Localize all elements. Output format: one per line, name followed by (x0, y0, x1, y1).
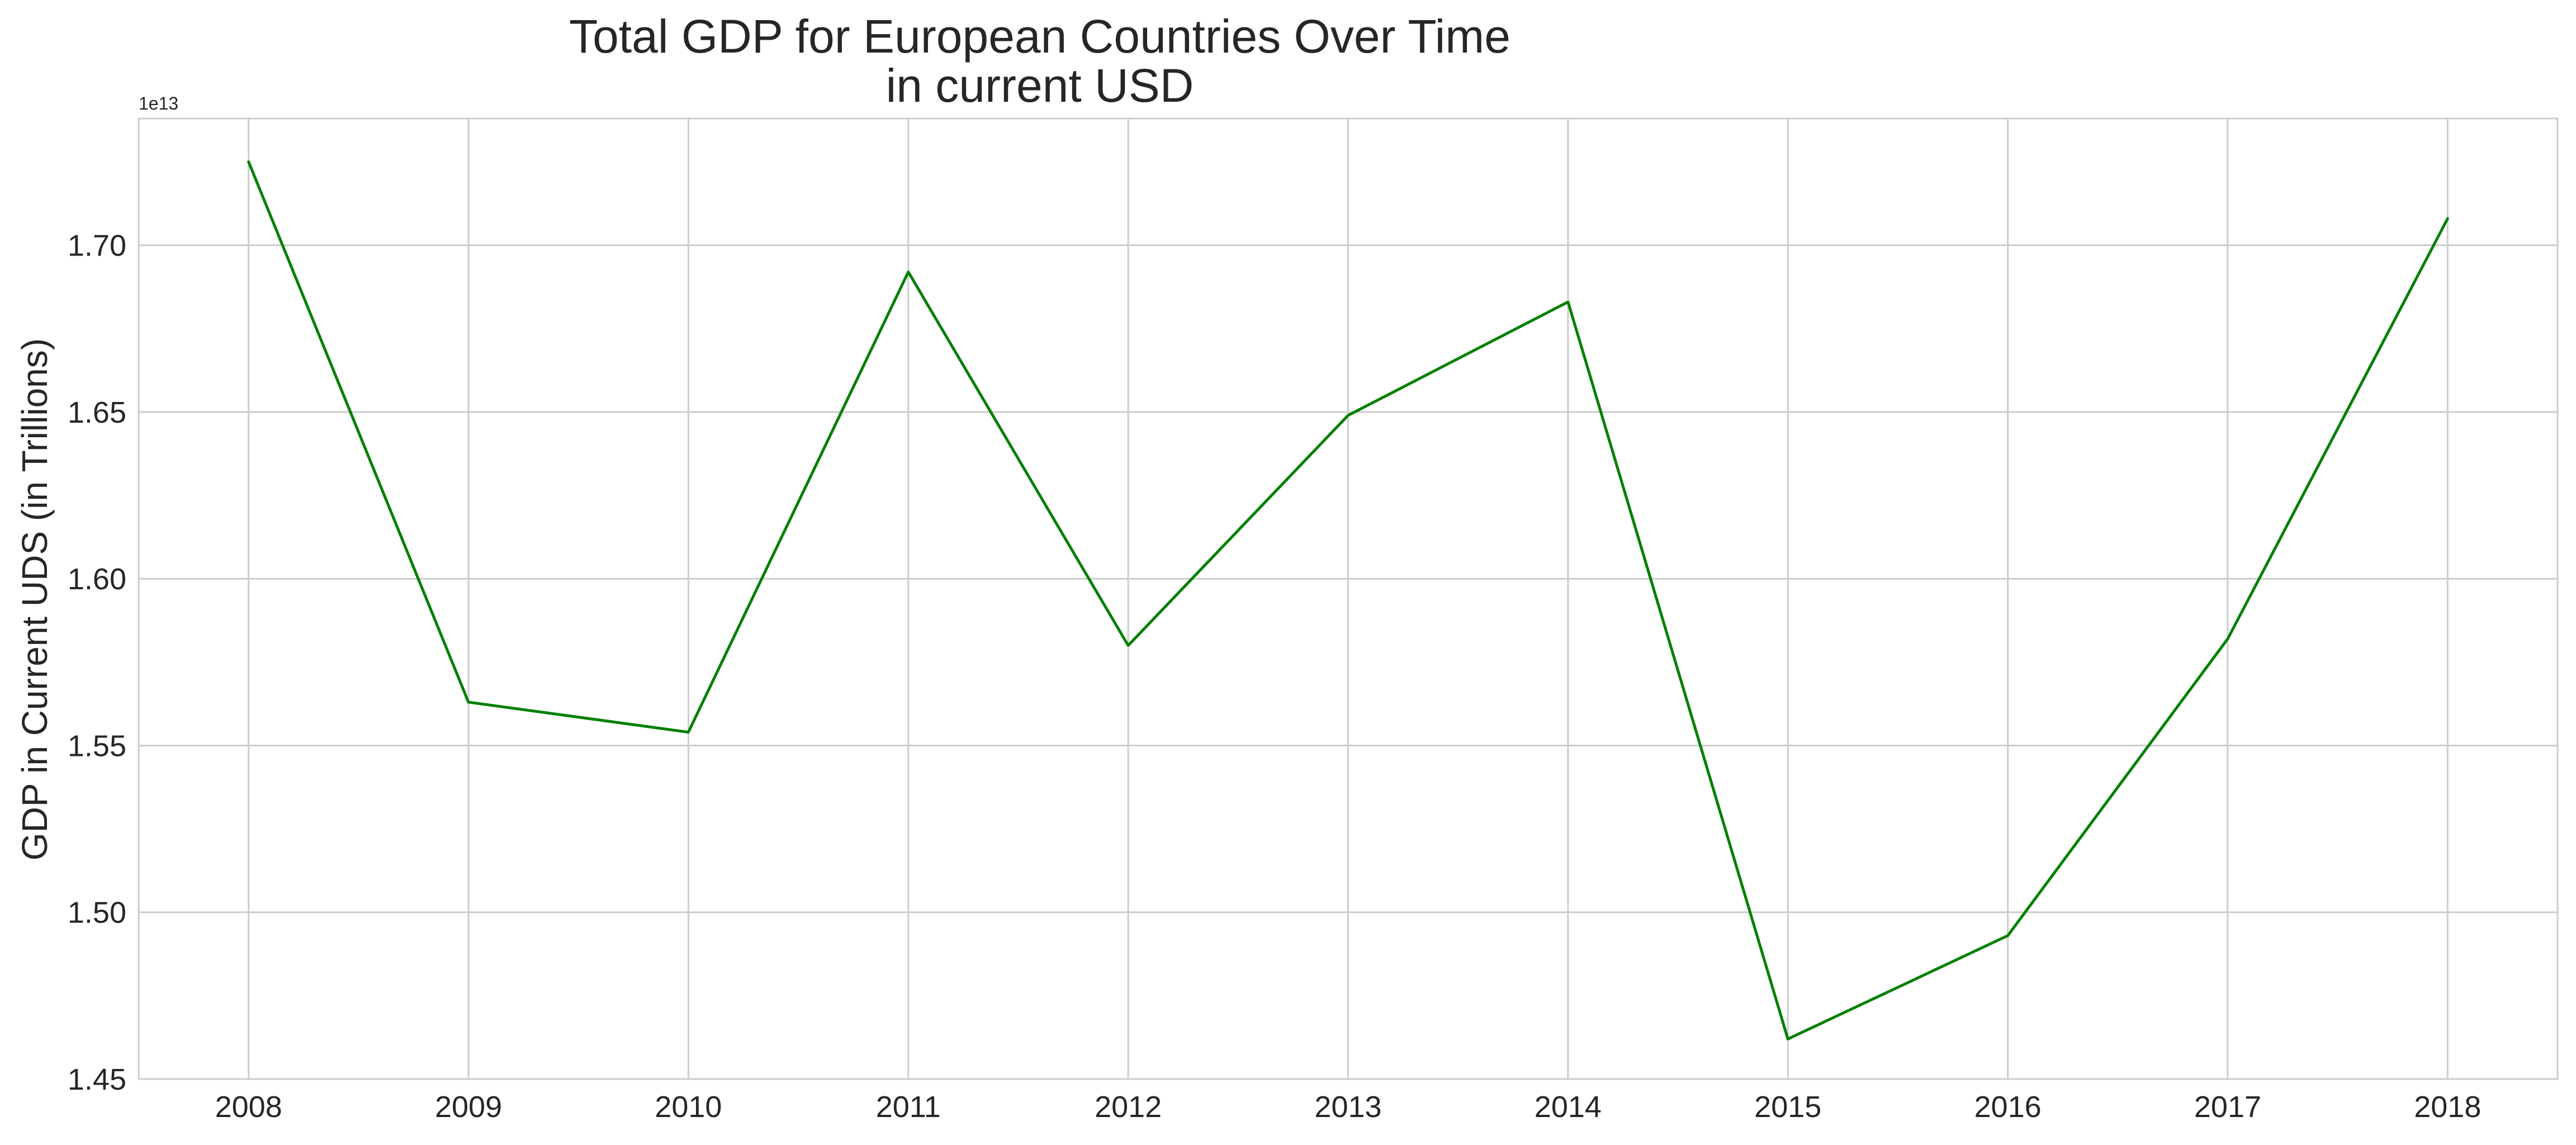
x-tick-label: 2017 (2194, 1090, 2261, 1124)
y-axis-ticks: 1.45 1.50 1.55 1.60 1.65 1.70 (68, 229, 126, 1096)
x-tick-label: 2018 (2414, 1090, 2481, 1124)
y-tick-label: 1.50 (68, 896, 126, 930)
chart-title-line-2: in current USD (886, 59, 1194, 112)
y-tick-label: 1.65 (68, 396, 126, 429)
y-tick-label: 1.60 (68, 562, 126, 596)
x-tick-label: 2008 (215, 1090, 282, 1124)
x-axis-ticks: 2008 2009 2010 2011 2012 2013 2014 2015 2016 2017… (215, 1090, 2482, 1124)
plot-area-frame (138, 117, 2559, 1080)
chart-title-line-1: Total GDP for European Countries Over Ti… (569, 10, 1510, 63)
series-line (247, 160, 2449, 1040)
y-tick-label: 1.55 (68, 729, 126, 763)
x-tick-label: 2014 (1535, 1090, 1602, 1124)
x-tick-label: 2010 (655, 1090, 722, 1124)
x-tick-label: 2016 (1974, 1090, 2042, 1124)
y-tick-label: 1.45 (68, 1063, 126, 1096)
x-tick-label: 2012 (1095, 1090, 1162, 1124)
y-axis-label: GDP in Current UDS (in Trillions) (15, 338, 55, 860)
y-axis-offset-label: 1e13 (139, 93, 178, 113)
y-tick-label: 1.70 (68, 229, 126, 263)
x-tick-label: 2013 (1314, 1090, 1381, 1124)
x-tick-label: 2009 (435, 1090, 502, 1124)
x-tick-label: 2015 (1754, 1090, 1821, 1124)
x-tick-label: 2011 (876, 1090, 941, 1124)
series-layer (247, 160, 2449, 1040)
